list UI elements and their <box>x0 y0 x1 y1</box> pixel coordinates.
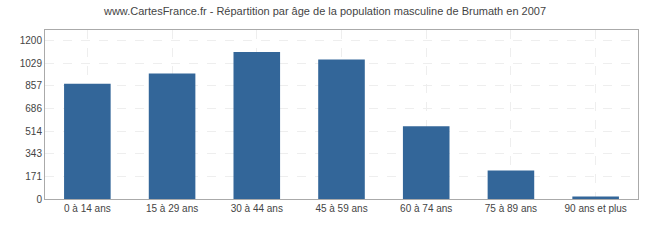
svg-text:www.CartesFrance.fr - Répartit: www.CartesFrance.fr - Répartition par âg… <box>103 5 546 17</box>
svg-text:857: 857 <box>25 80 42 91</box>
svg-text:90 ans et plus: 90 ans et plus <box>565 203 627 214</box>
svg-text:1200: 1200 <box>20 35 43 46</box>
svg-text:45 à 59 ans: 45 à 59 ans <box>315 203 367 214</box>
svg-text:0: 0 <box>36 194 42 205</box>
svg-text:514: 514 <box>25 126 42 137</box>
svg-text:60 à 74 ans: 60 à 74 ans <box>400 203 452 214</box>
svg-text:686: 686 <box>25 103 42 114</box>
svg-text:75 à 89 ans: 75 à 89 ans <box>485 203 537 214</box>
svg-text:15 à 29 ans: 15 à 29 ans <box>146 203 198 214</box>
svg-text:0 à 14 ans: 0 à 14 ans <box>64 203 111 214</box>
svg-text:343: 343 <box>25 148 42 159</box>
svg-text:1029: 1029 <box>20 58 43 69</box>
svg-text:171: 171 <box>25 171 42 182</box>
svg-text:30 à 44 ans: 30 à 44 ans <box>231 203 283 214</box>
